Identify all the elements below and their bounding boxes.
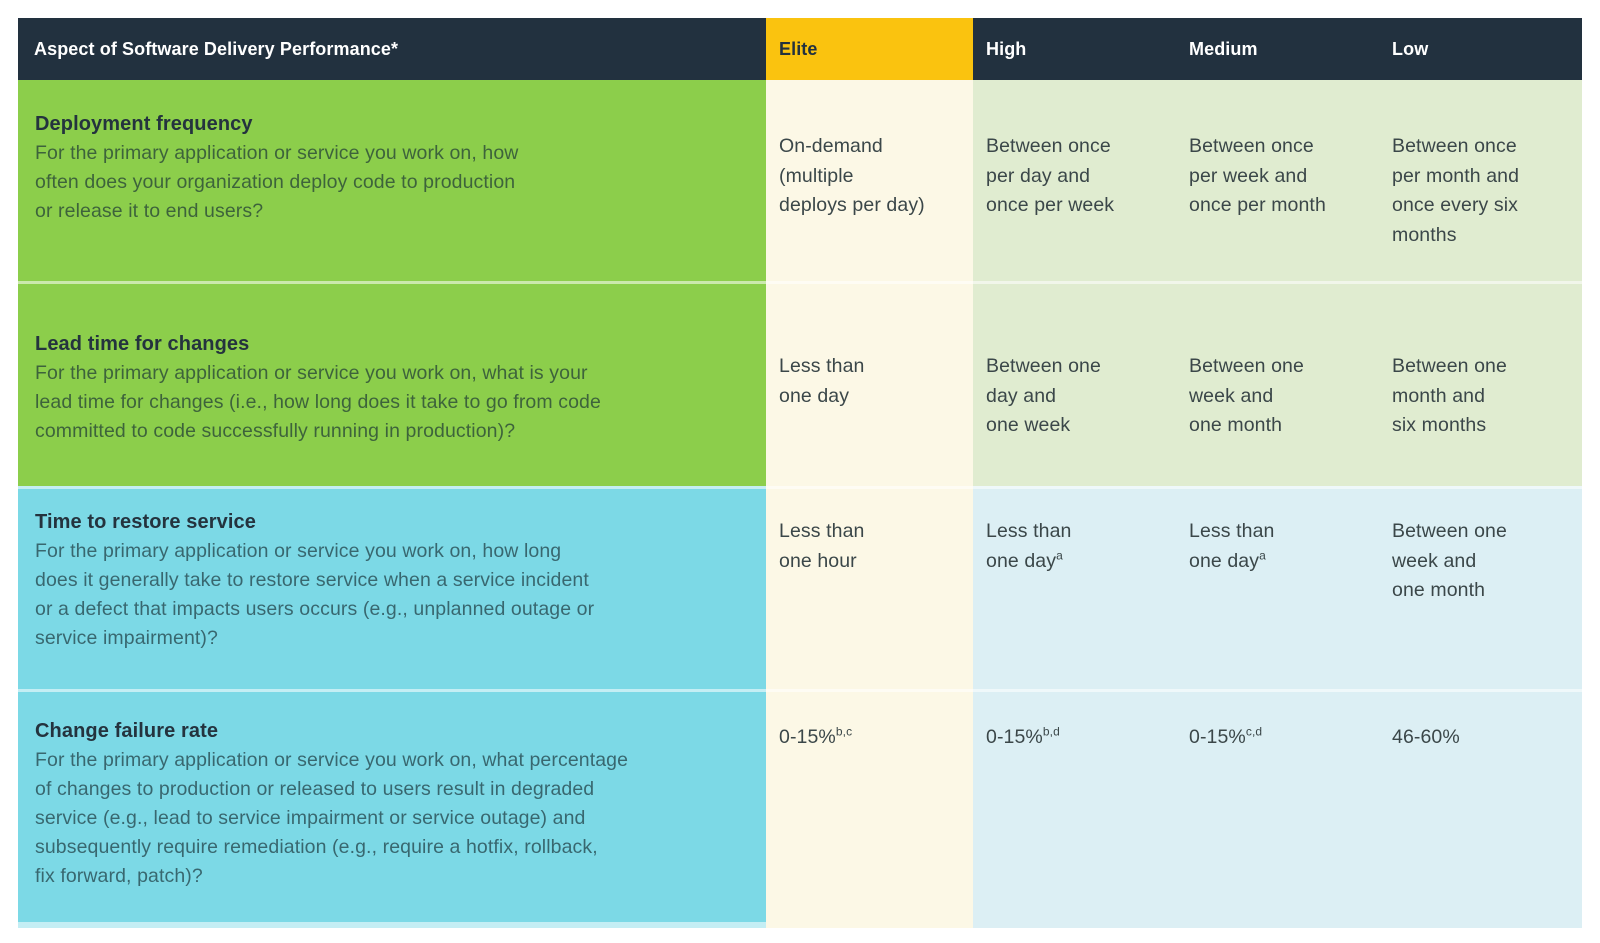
row-title: Deployment frequency <box>35 113 253 135</box>
header-aspect-label: Aspect of Software Delivery Performance* <box>34 38 399 59</box>
row-question-text: For the primary application or service y… <box>35 749 629 887</box>
header-elite: Elite <box>766 18 973 80</box>
deployment-frequency-high-value: Between once per day and once per week <box>973 80 1176 281</box>
row-title: Time to restore service <box>35 511 256 533</box>
time-to-restore-elite-value: Less than one hour <box>766 486 973 689</box>
header-low-label: Low <box>1392 38 1429 59</box>
header-medium-label: Medium <box>1189 38 1258 59</box>
time-to-restore-medium-value: Less than one daya <box>1176 486 1379 689</box>
header-aspect: Aspect of Software Delivery Performance* <box>18 18 766 80</box>
lead-time-high-value: Between one day and one week <box>973 281 1176 486</box>
software-delivery-performance-table: Aspect of Software Delivery Performance*… <box>18 18 1582 928</box>
row-title: Lead time for changes <box>35 333 250 355</box>
deployment-frequency-medium-value: Between once per week and once per month <box>1176 80 1379 281</box>
lead-time-medium-value: Between one week and one month <box>1176 281 1379 486</box>
row-question-text: For the primary application or service y… <box>35 142 519 222</box>
lead-time-low-value: Between one month and six months <box>1379 281 1582 486</box>
row-lead-time-question: Lead time for changes For the primary ap… <box>18 281 766 486</box>
row-question-text: For the primary application or service y… <box>35 540 595 649</box>
header-elite-label: Elite <box>779 38 818 59</box>
lead-time-elite-value: Less than one day <box>766 281 973 486</box>
change-failure-rate-high-value: 0-15%b,d <box>973 689 1176 928</box>
time-to-restore-high-value: Less than one daya <box>973 486 1176 689</box>
deployment-frequency-elite-value: On-demand (multiple deploys per day) <box>766 80 973 281</box>
row-title: Change failure rate <box>35 720 219 742</box>
change-failure-rate-low-value: 46-60% <box>1379 689 1582 928</box>
header-medium: Medium <box>1176 18 1379 80</box>
row-change-failure-rate-question: Change failure rate For the primary appl… <box>18 689 766 928</box>
change-failure-rate-elite-value: 0-15%b,c <box>766 689 973 928</box>
deployment-frequency-low-value: Between once per month and once every si… <box>1379 80 1582 281</box>
header-high: High <box>973 18 1176 80</box>
time-to-restore-low-value: Between one week and one month <box>1379 486 1582 689</box>
header-low: Low <box>1379 18 1582 80</box>
row-question-text: For the primary application or service y… <box>35 362 601 442</box>
row-time-to-restore-question: Time to restore service For the primary … <box>18 486 766 689</box>
header-high-label: High <box>986 38 1027 59</box>
change-failure-rate-medium-value: 0-15%c,d <box>1176 689 1379 928</box>
row-deployment-frequency-question: Deployment frequency For the primary app… <box>18 80 766 281</box>
